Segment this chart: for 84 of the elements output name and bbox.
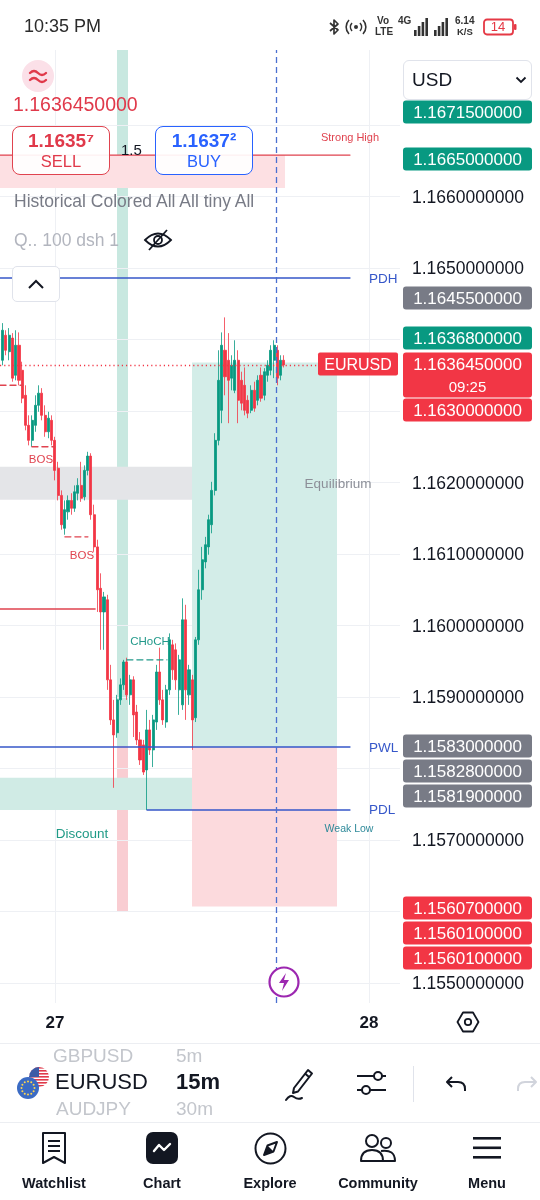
text: 4G xyxy=(398,15,412,27)
annotation: BOS xyxy=(69,549,95,561)
text: 30m xyxy=(176,1097,213,1121)
text: 1.1560700000 xyxy=(413,898,522,918)
text: LTE xyxy=(375,26,394,38)
x-tick-label: 28 xyxy=(359,1013,379,1032)
annotation: Q.. 100 dsh 1 xyxy=(14,229,120,251)
annotation: Equilibrium xyxy=(304,475,372,491)
text: 1.1665000000 xyxy=(413,149,522,169)
annotation: 1.1635⁷ xyxy=(28,129,94,153)
annotation: EURUSD xyxy=(324,355,392,373)
text: 1.1630000000 xyxy=(413,400,522,420)
candlestick xyxy=(4,329,7,356)
y-tick-label: 1.1590000000 xyxy=(412,687,525,708)
text: 09:25 xyxy=(448,377,487,395)
y-tick-label: 1.1550000000 xyxy=(412,972,525,993)
text: 15m xyxy=(176,1068,221,1096)
candlestick xyxy=(145,709,148,811)
candlestick xyxy=(233,339,236,394)
annotation: 1.1637² xyxy=(171,129,237,153)
text: Community xyxy=(338,1175,418,1193)
candlestick xyxy=(187,664,191,706)
text: 1.1582800000 xyxy=(413,761,522,781)
candlestick xyxy=(8,327,11,361)
candlestick xyxy=(47,411,50,439)
text: USD xyxy=(412,68,453,92)
series-label: PWL xyxy=(368,739,399,755)
text: GBPUSD xyxy=(53,1044,134,1068)
candlestick xyxy=(148,719,151,756)
text: 1.1560100000 xyxy=(413,948,522,968)
text: 6.14 xyxy=(455,15,475,27)
annotation: Weak Low xyxy=(324,822,374,834)
candlestick xyxy=(250,384,253,414)
text: 1.1581900000 xyxy=(413,786,522,806)
candlestick xyxy=(191,674,194,751)
text: Chart xyxy=(143,1175,181,1193)
text: 14 xyxy=(490,19,506,35)
candlestick xyxy=(70,492,73,516)
candlestick xyxy=(14,329,17,381)
candlestick xyxy=(80,461,83,503)
text: 5m xyxy=(176,1044,203,1068)
annotation: SELL xyxy=(40,152,82,172)
series-label: PDH xyxy=(368,270,398,286)
candlestick xyxy=(256,374,259,406)
candlestick xyxy=(273,339,276,379)
text: Vo xyxy=(377,15,390,27)
text: AUDJPY xyxy=(56,1097,131,1121)
text: 1.1671500000 xyxy=(413,102,522,122)
candlestick xyxy=(102,591,106,651)
text: Watchlist xyxy=(22,1175,86,1193)
x-tick-label: 27 xyxy=(45,1013,65,1032)
text: EURUSD xyxy=(55,1068,148,1096)
candlestick xyxy=(1,322,4,366)
candlestick xyxy=(181,597,184,711)
annotation: CHoCH xyxy=(130,635,170,647)
text: 1.1645500000 xyxy=(413,288,522,308)
text: 10:35 PM xyxy=(24,16,102,38)
annotation: BUY xyxy=(187,152,221,172)
text: 1.1583000000 xyxy=(413,736,522,756)
annotation: BOS xyxy=(28,453,54,465)
y-tick-label: 1.1610000000 xyxy=(412,544,525,565)
text: Menu xyxy=(468,1175,506,1193)
candlestick xyxy=(253,381,256,413)
candlestick xyxy=(174,642,177,691)
candlestick xyxy=(184,604,187,721)
text: 1.1636800000 xyxy=(413,328,522,348)
candlestick xyxy=(129,674,132,706)
annotation: Discount xyxy=(55,825,109,841)
y-tick-label: 1.1660000000 xyxy=(412,186,525,207)
annotation: Historical Colored All All tiny All xyxy=(14,190,255,212)
candlestick xyxy=(125,657,128,701)
text: K/S xyxy=(457,26,473,38)
candlestick xyxy=(279,354,282,381)
y-tick-label: 1.1600000000 xyxy=(412,615,525,636)
series-label: PDL xyxy=(368,802,396,818)
annotation: 1.1636450000 xyxy=(13,93,138,117)
annotation: 1.5 xyxy=(121,141,142,159)
y-tick-label: 1.1650000000 xyxy=(412,258,525,279)
y-tick-label: 1.1570000000 xyxy=(412,830,525,850)
annotation: Strong High xyxy=(320,131,380,143)
text: Explore xyxy=(243,1175,297,1193)
y-tick-label: 1.1620000000 xyxy=(412,472,525,493)
text: 1.1560100000 xyxy=(413,923,522,943)
text: 1.1636450000 xyxy=(413,354,522,374)
